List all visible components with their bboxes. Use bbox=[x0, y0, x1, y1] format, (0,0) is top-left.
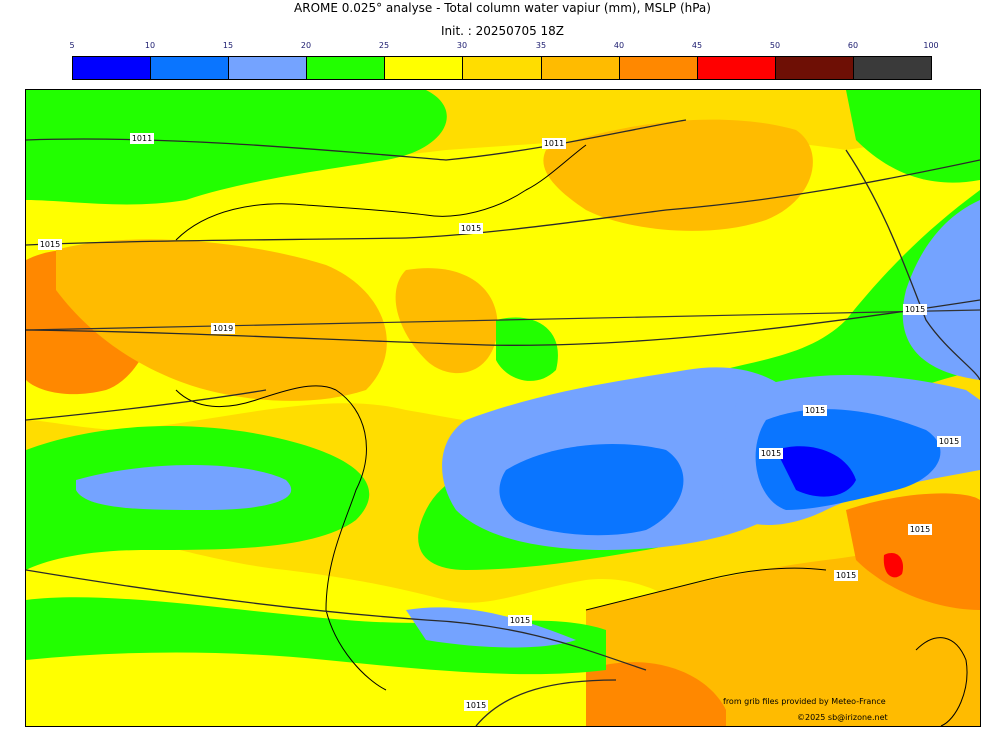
colorbar-tick: 30 bbox=[456, 41, 468, 50]
field-green-northeast bbox=[846, 90, 980, 183]
colorbar-tick: 50 bbox=[769, 41, 781, 50]
svg-text:1015: 1015 bbox=[466, 701, 486, 710]
colorbar-swatch bbox=[775, 57, 854, 79]
svg-text:1011: 1011 bbox=[132, 134, 152, 143]
colorbar-swatch bbox=[307, 57, 386, 79]
field-green-pyrenees bbox=[26, 597, 606, 675]
isobar-label: 1015 bbox=[38, 239, 62, 250]
field-deepblue-alps bbox=[776, 446, 856, 497]
init-time: Init. : 20250705 18Z bbox=[440, 24, 565, 38]
colorbar-tick: 40 bbox=[613, 41, 625, 50]
colorbar-tick: 10 bbox=[144, 41, 156, 50]
map-canvas: 1011 1011 1015 1015 1015 1019 1015 1015 … bbox=[26, 90, 980, 726]
svg-text:1011: 1011 bbox=[544, 139, 564, 148]
source-credit: from grib files provided by Meteo-France bbox=[723, 697, 886, 706]
copyright-credit: ©2025 sb@irizone.net bbox=[797, 713, 888, 722]
colorbar-tick: 100 bbox=[923, 41, 939, 50]
svg-text:1015: 1015 bbox=[805, 406, 825, 415]
colorbar-swatch bbox=[73, 57, 152, 79]
isobar-label: 1015 bbox=[508, 615, 532, 626]
colorbar-legend: 5 10 15 20 25 30 35 40 45 50 60 100 bbox=[69, 40, 939, 82]
colorbar-tick: 20 bbox=[300, 41, 312, 50]
isobar-label: 1015 bbox=[459, 223, 483, 234]
colorbar-swatch bbox=[463, 57, 542, 79]
colorbar-ticks: 5 10 15 20 25 30 35 40 45 50 60 100 bbox=[69, 40, 938, 54]
field-lightblue-germany bbox=[902, 200, 980, 380]
svg-text:1015: 1015 bbox=[836, 571, 856, 580]
field-lightblue-pyrenees bbox=[406, 607, 576, 648]
svg-text:1019: 1019 bbox=[213, 324, 233, 333]
colorbar-swatch bbox=[697, 57, 776, 79]
chart-title: AROME 0.025° analyse - Total column wate… bbox=[294, 1, 711, 15]
colorbar-swatch bbox=[151, 57, 230, 79]
colorbar-swatch bbox=[853, 57, 932, 79]
colorbar-swatch bbox=[541, 57, 620, 79]
isobar-label: 1015 bbox=[937, 436, 961, 447]
field-orange-spain bbox=[586, 662, 726, 726]
isobar-label: 1015 bbox=[803, 405, 827, 416]
svg-text:1015: 1015 bbox=[939, 437, 959, 446]
isobar-label: 1015 bbox=[903, 304, 927, 315]
colorbar-swatch bbox=[229, 57, 308, 79]
svg-text:1015: 1015 bbox=[510, 616, 530, 625]
field-amber-belgium bbox=[543, 119, 813, 231]
colorbar-tick: 35 bbox=[535, 41, 547, 50]
isobar-label: 1015 bbox=[834, 570, 858, 581]
isobar-label: 1011 bbox=[542, 138, 566, 149]
field-orange-ligurian bbox=[846, 493, 980, 610]
svg-text:1015: 1015 bbox=[461, 224, 481, 233]
colorbar-tick: 60 bbox=[847, 41, 859, 50]
field-amber-brittany bbox=[56, 239, 387, 401]
isobar-label: 1015 bbox=[908, 524, 932, 535]
colorbar-swatch bbox=[619, 57, 698, 79]
coastlines bbox=[26, 144, 980, 726]
svg-text:1015: 1015 bbox=[905, 305, 925, 314]
field-green-uk bbox=[26, 90, 447, 205]
field-red-patch bbox=[883, 552, 904, 578]
colorbar-tick: 5 bbox=[69, 41, 75, 50]
colorbar bbox=[72, 56, 932, 80]
colorbar-tick: 45 bbox=[691, 41, 703, 50]
isobar-label-group: 1011 1011 1015 1015 1015 1019 1015 1015 … bbox=[38, 133, 961, 711]
isobar-label: 1015 bbox=[759, 448, 783, 459]
isobar-label: 1011 bbox=[130, 133, 154, 144]
isobar-label: 1019 bbox=[211, 323, 235, 334]
svg-text:1015: 1015 bbox=[761, 449, 781, 458]
colorbar-tick: 15 bbox=[222, 41, 234, 50]
svg-text:1015: 1015 bbox=[40, 240, 60, 249]
isobar-label: 1015 bbox=[464, 700, 488, 711]
weather-map: 1011 1011 1015 1015 1015 1019 1015 1015 … bbox=[25, 89, 981, 727]
field-lightblue-atlantic bbox=[76, 465, 292, 510]
field-blue-center bbox=[499, 444, 684, 536]
field-green-paris bbox=[496, 317, 558, 381]
colorbar-swatch bbox=[385, 57, 464, 79]
svg-text:1015: 1015 bbox=[910, 525, 930, 534]
colorbar-tick: 25 bbox=[378, 41, 390, 50]
